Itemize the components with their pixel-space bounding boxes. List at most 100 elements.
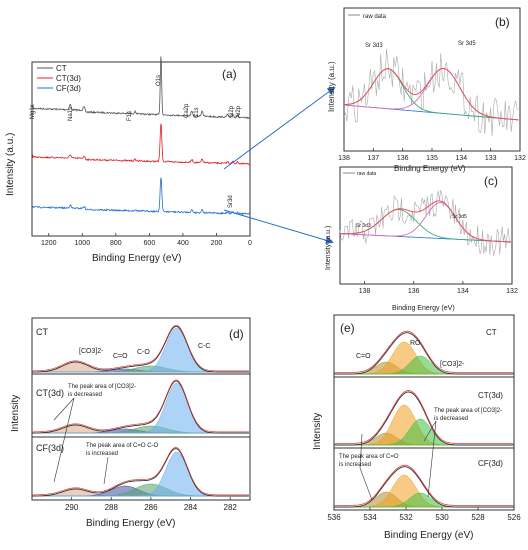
x-tick-label: 282	[224, 503, 238, 512]
panel-e-co3-label: [CO3]2-	[440, 361, 465, 368]
x-tick-label: 133	[485, 155, 497, 162]
fit-line	[32, 447, 249, 496]
panel-d-note2-line1: The peak area of C=O C-O	[86, 443, 159, 449]
panel-c-curves	[339, 190, 511, 256]
peak-label-mg1s: Mg1s	[30, 104, 36, 119]
x-tick-label: 800	[110, 240, 122, 247]
panel-e-note1-line2: is decreased	[434, 416, 468, 422]
x-tick-label: 284	[184, 503, 198, 512]
zoom-arrow-to-c	[223, 209, 334, 245]
panel-e-label: (e)	[340, 321, 355, 335]
panel-e-note2-pointer-1	[359, 467, 373, 501]
panel-e-x-ticks: 536 534 532 530 528 526	[327, 507, 521, 522]
fit-line	[32, 324, 249, 372]
x-tick-label: 526	[507, 513, 521, 522]
panel-e-note2-pointer-2	[359, 433, 363, 469]
panel-c-sr3d5-label: Sr 3d5	[452, 214, 467, 220]
panel-e-note2-line2: is increased	[339, 462, 371, 468]
panel-e-sample-cf3d: CF(3d)	[478, 459, 503, 468]
envelope-line	[32, 448, 249, 497]
panel-a-curves	[31, 56, 251, 216]
x-tick-label: 534	[363, 513, 377, 522]
panel-e-note2-line1: The peak area of C=O	[339, 454, 399, 460]
panel-a-y-axis-title: Intensity (a.u.)	[5, 133, 16, 196]
x-tick-label: 290	[65, 503, 79, 512]
panel-d-x-ticks: 290 288 286 284 282	[65, 497, 237, 512]
x-tick-label: 136	[408, 288, 420, 295]
series-ct3d	[31, 123, 250, 165]
panel-c-label: (c)	[484, 174, 498, 188]
panel-b-label: (b)	[495, 15, 510, 29]
panel-d-note2-line2: is increased	[86, 451, 118, 457]
x-tick-label: 138	[338, 155, 350, 162]
raw-data-line	[343, 48, 519, 137]
panel-b-legend-label: raw data	[363, 14, 387, 20]
x-tick-label: 200	[211, 240, 223, 247]
envelope-line	[334, 466, 514, 508]
panel-e-frame	[333, 314, 515, 511]
envelope-line	[334, 391, 514, 446]
envelope-line	[343, 68, 519, 121]
panel-d-frame	[31, 317, 251, 501]
x-tick-label: 134	[457, 288, 469, 295]
x-tick-label: 530	[435, 513, 449, 522]
panel-b-y-axis-title: Intensity (a.u.)	[327, 61, 336, 112]
panel-e-x-axis-title: Binding Energy (eV)	[384, 530, 474, 541]
x-tick-label: 134	[455, 155, 467, 162]
x-tick-label: 600	[144, 240, 156, 247]
raw-data-line	[339, 190, 511, 256]
panel-d-ceqo-label: C=O	[113, 353, 128, 360]
x-tick-label: 1200	[41, 240, 57, 247]
panel-d-sample-cf3d: CF(3d)	[36, 443, 64, 453]
panel-a-x-ticks: 1200 1000 800 600 400 200 0	[41, 233, 252, 247]
panel-e-note1-pointer-2	[427, 420, 437, 498]
panel-b-sr3d5-label: Sr 3d5	[458, 41, 476, 47]
envelope-line	[339, 200, 511, 243]
x-tick-label: 532	[399, 513, 413, 522]
x-tick-label: 135	[426, 155, 438, 162]
peak-label-c1s: C1s	[194, 107, 200, 118]
panel-d-note2-pointer	[103, 456, 109, 485]
peak-label-si2p: Si2p	[229, 105, 235, 118]
panel-b-sr3d3-label: Sr 3d3	[365, 43, 383, 49]
x-tick-label: 132	[506, 288, 518, 295]
panel-d-sample-ct: CT	[36, 327, 48, 337]
panel-c-x-axis-title: Binding Energy (eV)	[392, 305, 455, 312]
panel-e-ro-label: RO	[410, 340, 421, 347]
panel-c-x-ticks: 138 136 134 132	[359, 281, 518, 295]
panel-e-ceqo-label: C=O	[356, 353, 371, 360]
panel-a-label: (a)	[222, 67, 237, 81]
panel-e: 536 534 532 530 528 526 (e) CT CT(3d) CF(3d) …	[312, 314, 521, 541]
component-2-fill	[334, 418, 514, 446]
x-tick-label: 528	[471, 513, 485, 522]
x-tick-label: 288	[105, 503, 119, 512]
fit-line	[334, 330, 514, 373]
x-tick-label: 132	[514, 155, 526, 162]
x-tick-label: 536	[327, 513, 341, 522]
x-tick-label: 0	[248, 240, 252, 247]
peak-label-sr3d: Sr3d	[228, 195, 234, 208]
panel-e-y-axis-title: Intensity	[312, 413, 323, 450]
x-tick-label: 1000	[75, 240, 91, 247]
panel-d-note1-pointer-2	[53, 397, 75, 483]
legend-cf3d-label: CF(3d)	[56, 84, 81, 93]
x-tick-label: 137	[367, 155, 379, 162]
envelope-line	[334, 332, 514, 375]
legend-ct-label: CT	[56, 64, 67, 73]
panel-d-co-label: C-O	[137, 349, 150, 356]
peak-label-na1s: Na1s	[68, 107, 74, 121]
x-tick-label: 136	[397, 155, 409, 162]
panel-d-co3-label: [CO3]2-	[79, 348, 104, 355]
panel-d-sample-ct3d: CT(3d)	[36, 388, 64, 398]
panel-d: 290 288 286 284 282 CT CT(3d) CF(3d) (d) [CO…	[10, 317, 251, 529]
panel-b-x-axis-title: Binding Energy (eV)	[394, 164, 466, 173]
fit-line	[32, 379, 249, 433]
fit-line	[334, 390, 514, 444]
panel-b-curves	[343, 48, 519, 137]
series-ct	[31, 56, 251, 120]
panel-d-note1-line2: is decreased	[68, 392, 102, 398]
panel-c-sr3d3-label: Sr 3d3	[356, 223, 371, 229]
panel-d-y-axis-title: Intensity	[10, 395, 21, 432]
panel-e-note1-pointer-1	[423, 420, 437, 442]
